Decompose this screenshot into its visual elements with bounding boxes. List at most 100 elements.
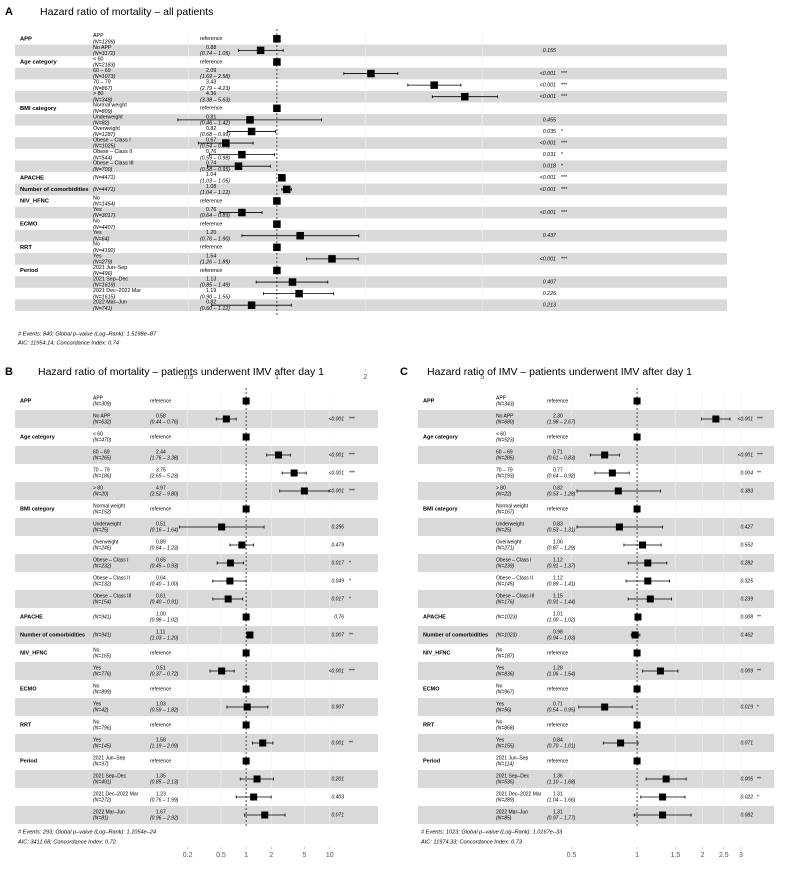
axis-tick-label: 1 <box>244 852 248 859</box>
row-band <box>15 114 727 126</box>
row-estimate: 0.84 <box>553 737 563 743</box>
row-level-label: > 80 <box>496 485 506 491</box>
hr-point <box>273 35 281 43</box>
row-p-value: 0.213 <box>543 303 556 309</box>
row-ci: (1.26 – 1.89) <box>200 260 230 266</box>
row-reference-label: reference <box>150 434 171 440</box>
row-reference-label: reference <box>547 506 568 512</box>
row-reference-label: reference <box>547 398 568 404</box>
row-band <box>15 446 378 464</box>
hr-point <box>615 523 623 531</box>
row-n-label: (N=1023) <box>496 614 517 620</box>
row-n-label: (N=114) <box>496 762 514 768</box>
row-ci: (3.38 – 5.63) <box>200 97 230 103</box>
row-n-label: (N=496) <box>93 271 113 277</box>
row-reference-label: reference <box>200 106 222 112</box>
row-estimate: 1.12 <box>553 557 563 563</box>
table-row: 2021 Sep–Dec(N=491) 1.35(0.85 – 2.13) 0.20… <box>93 773 344 785</box>
row-n-label: (N=81) <box>93 816 109 822</box>
row-estimate: 1.01 <box>553 611 563 617</box>
table-row: Obese – Class III(N=700) 0.74(0.58 – 0.95… <box>93 161 563 173</box>
table-row: Yes(N=836) 1.28(1.06 – 1.54) 0.009 ** <box>496 665 761 677</box>
hr-point <box>246 631 254 639</box>
row-level-label: 60 – 69 <box>93 449 110 455</box>
row-significance: *** <box>561 71 567 77</box>
row-significance: *** <box>757 416 763 422</box>
row-ci: (0.37 – 0.72) <box>150 672 179 678</box>
row-significance: ** <box>349 632 353 638</box>
table-row: Underweight(N=25) 0.83(0.53 – 1.31) 0.427 <box>496 521 753 533</box>
hr-point <box>633 721 641 729</box>
row-n-label: (N=470) <box>93 438 112 444</box>
row-level-label: Obese – Class II <box>496 575 533 581</box>
row-significance: *** <box>561 210 567 216</box>
table-row: Obese – Class II(N=544) 0.76(0.59 – 0.98)… <box>93 149 563 161</box>
row-significance: * <box>349 578 351 584</box>
row-ci: (0.89 – 1.41) <box>547 582 576 588</box>
row-ci: (1.19 – 2.09) <box>150 744 179 750</box>
row-n-label: (N=700) <box>93 167 113 173</box>
row-group-label: APP <box>20 36 32 42</box>
row-ci: (0.53 – 1.31) <box>547 528 576 534</box>
row-n-label: (N=25) <box>496 528 512 534</box>
hr-point <box>601 703 609 711</box>
hr-point <box>659 793 667 801</box>
row-ci: (0.76 – 1.99) <box>150 798 179 804</box>
row-p-value: <0.001 <box>329 488 345 494</box>
row-level-label: Yes <box>93 665 102 671</box>
row-ci: (0.91 – 1.44) <box>547 600 576 606</box>
row-p-value: 0.035 <box>543 129 556 135</box>
hr-point <box>226 577 234 585</box>
row-ci: (0.94 – 1.03) <box>547 636 576 642</box>
table-row: 60 – 69(N=1073) 2.09(1.69 – 2.58) <0.001 **… <box>93 68 567 80</box>
hr-point <box>430 81 438 89</box>
row-estimate: 2.09 <box>206 68 216 74</box>
row-estimate: 0.82 <box>206 126 216 132</box>
hr-point <box>256 46 265 55</box>
row-ci: (2.79 – 4.23) <box>200 86 230 92</box>
table-row: Number of comorbidities (N=4471) 1.08(1.04… <box>20 184 567 196</box>
row-reference-label: reference <box>150 722 171 728</box>
row-p-value: <0.001 <box>540 83 556 89</box>
row-band <box>15 137 727 149</box>
row-reference-label: reference <box>547 686 568 692</box>
row-n-label: (N=289) <box>496 798 515 804</box>
row-band <box>15 734 378 752</box>
row-p-value: 0.76 <box>334 614 344 620</box>
row-ci: (0.97 – 1.77) <box>547 816 576 822</box>
row-p-value: <0.001 <box>540 210 556 216</box>
axis-tick-label: 0.5 <box>216 852 226 859</box>
row-ci: (0.68 – 0.99) <box>200 132 230 138</box>
row-level-label: Overweight <box>93 539 119 545</box>
row-p-value: 0.239 <box>740 596 753 602</box>
table-row: Period 2021 Jun–Sep(N=496) reference <box>20 265 281 277</box>
row-group-label: Age category <box>423 434 459 440</box>
row-level-label: Obese – Class I <box>496 557 532 563</box>
axis-tick-label: 0.5 <box>184 374 194 381</box>
table-row: Obese – Class I(N=1025) 0.67(0.54 – 0.83)… <box>93 137 567 149</box>
hr-point <box>273 220 281 228</box>
row-n-label: (N=4471) <box>93 175 115 181</box>
axis-tick-label: 1 <box>635 852 639 859</box>
row-n-label: (N=85) <box>496 816 512 822</box>
row-n-label: (N=3017) <box>93 213 115 219</box>
row-p-value: 0.201 <box>331 776 344 782</box>
row-estimate: 1.06 <box>553 539 563 545</box>
row-band <box>418 626 774 644</box>
row-band <box>15 770 378 788</box>
row-p-value: 0.019 <box>740 704 753 710</box>
hr-point <box>601 451 609 459</box>
row-group-label: RRT <box>20 722 32 728</box>
row-level-label: 70 – 79 <box>496 467 513 473</box>
row-reference-label: reference <box>547 722 568 728</box>
row-n-label: (N=899) <box>93 690 112 696</box>
row-significance: *** <box>349 416 355 422</box>
table-row: BMI category Normal weight(N=167) referenc… <box>423 503 641 516</box>
hr-point <box>273 104 281 113</box>
row-band <box>15 410 378 428</box>
row-n-label: (N=2183) <box>93 63 115 69</box>
row-level-label: No <box>496 683 503 689</box>
row-p-value: 0.226 <box>543 291 556 297</box>
hr-point <box>617 739 625 747</box>
